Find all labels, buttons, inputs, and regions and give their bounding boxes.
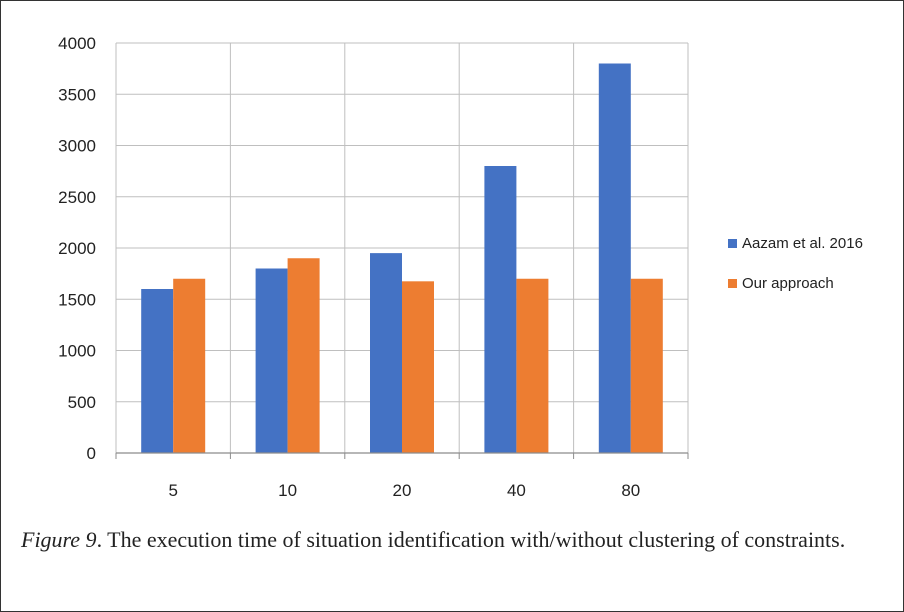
bar-aazam-5 [141,289,174,453]
legend-swatch-aazam [728,239,737,248]
y-tick-label: 1000 [58,342,96,361]
bar-aazam-20 [370,253,402,453]
y-tick-label: 2500 [58,188,96,207]
y-tick-label: 3500 [58,85,96,104]
bar-aazam-80 [598,63,631,453]
y-tick-label: 500 [68,393,96,412]
figure-caption: Figure 9. The execution time of situatio… [21,525,885,555]
figure-caption-label: Figure 9 [21,527,97,552]
bar-our-approach-80 [630,278,663,453]
x-tick-label: 10 [278,481,297,500]
x-tick-label: 80 [621,481,640,500]
x-tick-label: 20 [393,481,412,500]
bar-our-approach-40 [516,278,549,453]
bar-aazam-10 [255,268,288,453]
y-tick-label: 1500 [58,290,96,309]
legend-swatch-our-approach [728,279,737,288]
gridlines [115,42,689,454]
x-tick-label: 40 [507,481,526,500]
bar-our-approach-10 [287,258,320,453]
bar-aazam-40 [484,166,517,453]
figure-caption-text: . The execution time of situation identi… [96,527,846,552]
y-tick-label: 3000 [58,137,96,156]
bar-chart: 0 500 1000 1500 2000 2500 3000 3500 4000 5 10 20 40 8… [58,34,863,500]
bar-our-approach-5 [173,278,206,453]
axes [115,452,689,459]
legend-label-our-approach: Our approach [742,275,834,292]
y-tick-label: 2000 [58,239,96,258]
y-tick-label: 4000 [58,34,96,53]
legend: Aazam et al. 2016 Our approach [728,235,863,292]
x-tick-label: 5 [168,481,177,500]
bar-our-approach-20 [402,281,434,453]
y-tick-label: 0 [87,444,96,463]
bars [141,63,663,453]
tick-labels: 0 500 1000 1500 2000 2500 3000 3500 4000 5 10 20 40 8… [58,34,640,500]
legend-label-aazam: Aazam et al. 2016 [742,235,863,252]
